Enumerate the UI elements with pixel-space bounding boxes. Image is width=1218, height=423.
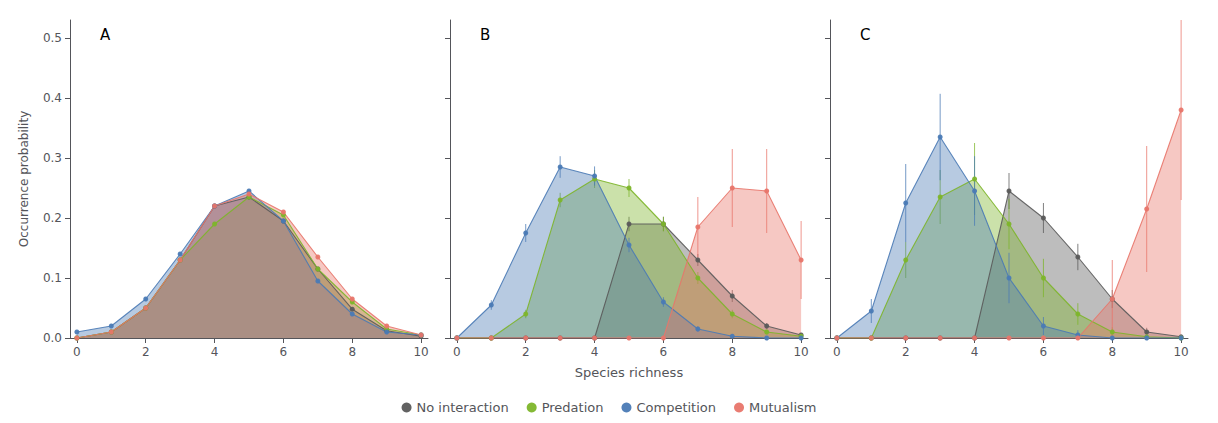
svg-text:2: 2 [522, 345, 530, 359]
svg-text:10: 10 [1173, 345, 1188, 359]
svg-text:Occurrence probability: Occurrence probability [17, 111, 31, 247]
svg-text:Mutualism: Mutualism [749, 400, 816, 415]
svg-text:8: 8 [1108, 345, 1116, 359]
svg-text:Competition: Competition [636, 400, 716, 415]
svg-text:8: 8 [728, 345, 736, 359]
svg-text:0.5: 0.5 [43, 31, 62, 45]
svg-text:0.0: 0.0 [43, 331, 62, 345]
svg-text:2: 2 [142, 345, 150, 359]
svg-text:10: 10 [413, 345, 428, 359]
svg-text:Predation: Predation [542, 400, 604, 415]
svg-text:10: 10 [793, 345, 808, 359]
svg-text:Species richness: Species richness [575, 365, 684, 380]
svg-text:4: 4 [591, 345, 599, 359]
svg-text:6: 6 [1040, 345, 1048, 359]
svg-text:6: 6 [660, 345, 668, 359]
svg-text:4: 4 [971, 345, 979, 359]
svg-text:8: 8 [348, 345, 356, 359]
svg-text:6: 6 [280, 345, 288, 359]
svg-text:0.3: 0.3 [43, 151, 62, 165]
svg-text:0: 0 [833, 345, 841, 359]
svg-text:0.1: 0.1 [43, 271, 62, 285]
svg-text:C: C [860, 26, 870, 44]
svg-text:2: 2 [902, 345, 910, 359]
svg-text:A: A [100, 26, 111, 44]
svg-text:0: 0 [73, 345, 81, 359]
svg-text:4: 4 [211, 345, 219, 359]
svg-text:No interaction: No interaction [417, 400, 509, 415]
svg-text:0.4: 0.4 [43, 91, 62, 105]
svg-text:0: 0 [453, 345, 461, 359]
svg-text:B: B [480, 26, 490, 44]
svg-text:0.2: 0.2 [43, 211, 62, 225]
